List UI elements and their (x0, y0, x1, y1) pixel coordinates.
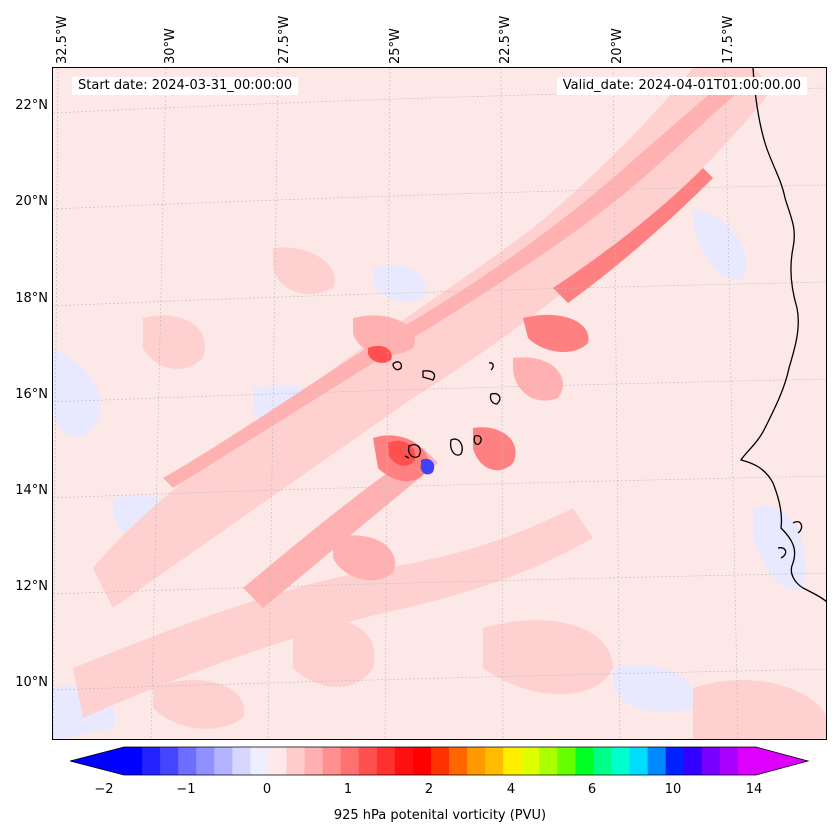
colorbar-segment (358, 747, 378, 775)
colorbar-segment (647, 747, 667, 775)
graticule (53, 68, 826, 739)
start-date-label: Start date: 2024-03-31_00:00:00 (72, 77, 299, 95)
colorbar-segment (683, 747, 703, 775)
colorbar-segment (340, 747, 360, 775)
colorbar-extend-max (756, 747, 808, 775)
colorbar-label: 925 hPa potenital vorticity (PVU) (333, 808, 547, 823)
colorbar-segment (503, 747, 522, 775)
colorbar-segment (322, 747, 342, 775)
lon-label-32-5w: 32.5°W (55, 15, 70, 64)
lat-label-12n: 12°N (15, 579, 48, 594)
colorbar-tick-4: 4 (506, 782, 516, 797)
colorbar-segment (268, 747, 288, 775)
pv-band-strong (373, 168, 713, 482)
colorbar-segment (629, 747, 649, 775)
colorbar-segment (250, 747, 269, 775)
colorbar-segment (521, 747, 540, 775)
colorbar-segment (575, 747, 594, 775)
lat-label-14n: 14°N (15, 483, 48, 498)
colorbar-segment (412, 747, 432, 775)
coastline (740, 68, 826, 603)
colorbar-tick-1: 1 (343, 782, 353, 797)
lon-label-27-5w: 27.5°W (277, 15, 292, 64)
lon-label-30w: 30°W (163, 28, 178, 64)
lat-label-20n: 20°N (15, 194, 48, 209)
colorbar-segment (124, 747, 143, 775)
map-panel[interactable] (52, 67, 827, 740)
colorbar-segment (665, 747, 685, 775)
colorbar-tick-minus1: −1 (176, 782, 196, 797)
colorbar-segment (160, 747, 179, 775)
islands (392, 361, 501, 459)
pv-contour-map (53, 68, 826, 739)
colorbar-segment (611, 747, 631, 775)
colorbar-segment (304, 747, 324, 775)
colorbar-segment (214, 747, 233, 775)
colorbar-segment (178, 747, 197, 775)
lat-label-22n: 22°N (15, 98, 48, 113)
colorbar-segment (376, 747, 396, 775)
colorbar-segment (394, 747, 414, 775)
colorbar-segment (701, 747, 721, 775)
colorbar-segment (286, 747, 306, 775)
colorbar-segment (593, 747, 613, 775)
colorbar-tick-minus2: −2 (94, 782, 114, 797)
colorbar-tick-6: 6 (587, 782, 597, 797)
colorbar-tick-14: 14 (745, 782, 763, 797)
pv-band-medium (163, 78, 743, 608)
lat-label-18n: 18°N (15, 291, 48, 306)
colorbar-segment (196, 747, 215, 775)
colorbar-segment (232, 747, 251, 775)
colorbar-segment (467, 747, 486, 775)
colorbar-segment (449, 747, 468, 775)
colorbar-segment (485, 747, 504, 775)
lon-label-25w: 25°W (388, 28, 403, 64)
colorbar-outline (70, 746, 810, 776)
colorbar-segment (539, 747, 558, 775)
lat-label-16n: 16°N (15, 387, 48, 402)
pv-band-light (73, 68, 826, 739)
colorbar-segment (142, 747, 161, 775)
lon-label-22-5w: 22.5°W (498, 15, 513, 64)
colorbar-tick-2: 2 (424, 782, 434, 797)
colorbar-segment (719, 747, 739, 775)
colorbar-extend-min (70, 747, 124, 775)
colorbar-segment (430, 747, 450, 775)
colorbar-segment (737, 747, 757, 775)
colorbar (70, 746, 810, 776)
colorbar-segment (557, 747, 576, 775)
lon-label-17-5w: 17.5°W (721, 15, 736, 64)
lon-label-20w: 20°W (610, 28, 625, 64)
colorbar-tick-10: 10 (664, 782, 682, 797)
negative-pv-core (420, 458, 435, 475)
colorbar-tick-0: 0 (262, 782, 272, 797)
lat-label-10n: 10°N (15, 675, 48, 690)
valid-date-label: Valid_date: 2024-04-01T01:00:00.00 (556, 77, 807, 95)
